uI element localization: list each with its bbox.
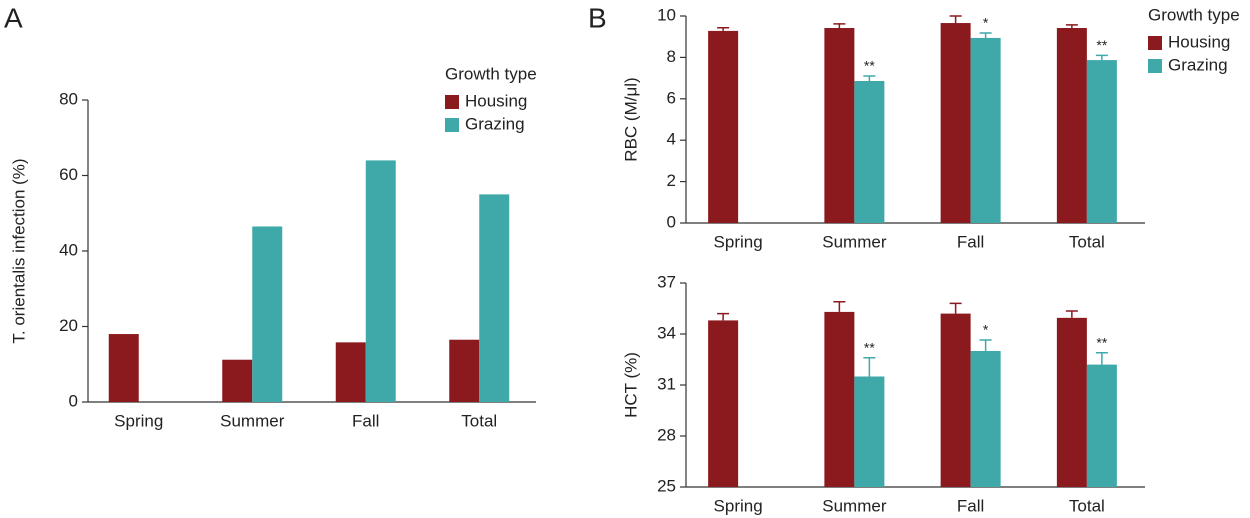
bar	[824, 28, 855, 224]
significance-label: **	[1096, 334, 1107, 350]
panel-label: A	[4, 2, 23, 33]
error-bar	[979, 339, 992, 351]
bar	[1056, 317, 1087, 487]
bar	[970, 351, 1001, 487]
bar	[708, 320, 739, 487]
legend-swatch	[1148, 36, 1162, 50]
legend-label: Grazing	[465, 114, 525, 133]
x-tick-label: Fall	[352, 411, 379, 430]
x-tick-label: Summer	[822, 496, 887, 515]
x-tick-label: Fall	[957, 232, 984, 251]
bar	[252, 226, 283, 402]
bar	[335, 342, 366, 402]
y-tick-label: 4	[667, 130, 676, 149]
y-tick-label: 0	[667, 212, 676, 231]
y-tick-label: 80	[59, 89, 78, 108]
error-bar	[949, 302, 962, 314]
bar	[1056, 28, 1087, 224]
significance-label: *	[983, 15, 989, 31]
error-bar	[833, 23, 846, 29]
y-tick-label: 40	[59, 240, 78, 259]
significance-label: **	[1096, 37, 1107, 53]
significance-label: **	[864, 58, 875, 74]
bar	[940, 313, 971, 487]
y-axis-label: HCT (%)	[621, 352, 640, 418]
error-bar	[949, 15, 962, 24]
error-bar	[863, 357, 876, 377]
y-tick-label: 2	[667, 171, 676, 190]
x-tick-label: Spring	[714, 496, 763, 515]
y-tick-label: 37	[657, 272, 676, 291]
legend-swatch	[445, 95, 459, 109]
y-tick-label: 20	[59, 316, 78, 335]
y-tick-label: 31	[657, 374, 676, 393]
error-bar	[1065, 24, 1078, 29]
x-tick-label: Total	[1069, 232, 1105, 251]
bar	[108, 334, 139, 402]
legend-label: Housing	[465, 91, 527, 110]
x-tick-label: Summer	[822, 232, 887, 251]
x-tick-label: Spring	[714, 232, 763, 251]
error-bar	[1095, 351, 1108, 365]
bar	[365, 160, 396, 402]
significance-label: *	[983, 322, 989, 338]
y-axis-label: T. orientalis infection (%)	[9, 158, 28, 343]
legend-title: Growth type	[445, 64, 537, 83]
y-tick-label: 25	[657, 476, 676, 495]
error-bar	[717, 27, 730, 31]
y-tick-label: 10	[657, 5, 676, 24]
legend-title: Growth type	[1148, 5, 1240, 24]
error-bar	[979, 32, 992, 38]
bar	[970, 37, 1001, 223]
bar	[854, 376, 885, 487]
bar	[1086, 364, 1117, 487]
legend-label: Grazing	[1168, 55, 1228, 74]
bar	[940, 23, 971, 224]
y-tick-label: 6	[667, 88, 676, 107]
significance-label: **	[864, 340, 875, 356]
bar	[1086, 60, 1117, 223]
x-tick-label: Total	[1069, 496, 1105, 515]
bar	[854, 80, 885, 223]
x-tick-label: Total	[461, 411, 497, 430]
y-tick-label: 0	[69, 391, 78, 410]
y-tick-label: 34	[657, 323, 676, 342]
bar	[479, 194, 510, 402]
error-bar	[717, 312, 730, 321]
x-tick-label: Spring	[114, 411, 163, 430]
legend-swatch	[445, 118, 459, 132]
bar	[222, 359, 253, 402]
error-bar	[1065, 310, 1078, 318]
legend-swatch	[1148, 59, 1162, 73]
panel-label: B	[588, 2, 607, 33]
y-tick-label: 60	[59, 165, 78, 184]
bar	[449, 339, 480, 402]
error-bar	[1095, 54, 1108, 61]
legend-label: Housing	[1168, 32, 1230, 51]
bar	[708, 30, 739, 224]
error-bar	[863, 75, 876, 81]
error-bar	[833, 300, 846, 312]
y-tick-label: 28	[657, 425, 676, 444]
y-axis-label: RBC (M/μl)	[621, 77, 640, 161]
bar	[824, 311, 855, 487]
y-tick-label: 8	[667, 47, 676, 66]
x-tick-label: Summer	[220, 411, 285, 430]
x-tick-label: Fall	[957, 496, 984, 515]
